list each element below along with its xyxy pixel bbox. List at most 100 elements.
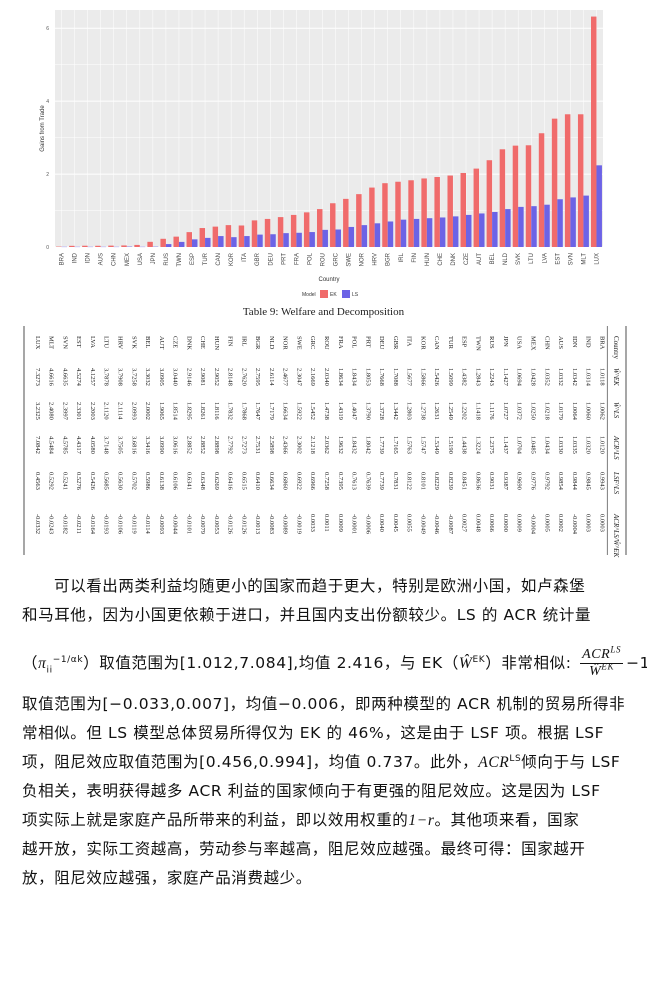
table-cell: -0.0164 [89,514,96,535]
bar-ls [583,195,589,247]
bar-ls [596,165,602,247]
table-cell: 1.5190 [447,436,454,454]
table-cell: USA [516,336,523,349]
table-cell: -0.0044 [172,514,179,535]
bar-ek [264,218,271,247]
table-cell: -0.0119 [130,514,137,534]
pi-subscript: ii [46,665,53,676]
table-cell: 1.0342 [571,368,578,386]
table-cell: JPN [502,336,509,347]
table-cell: BRA [598,336,605,350]
table-cell: BGR [254,336,261,350]
table-cell: 2.7792 [227,436,234,454]
table-cell: 1.7165 [392,436,399,454]
table-cell: -0.0193 [103,514,110,534]
bar-ls [192,239,198,247]
x-tick-label: TWN [177,253,183,267]
y-tick-label: 6 [46,26,49,32]
table-cell: 4.0580 [89,436,96,454]
table-cell: LUX [34,336,41,350]
text-fragment: 项，阻尼效应取值范围为[0.456,0.994]，均值 0.737。此外， [22,753,479,771]
x-tick-label: DEU [268,253,274,266]
bar-ek [577,114,584,247]
bar-ls [439,217,446,247]
table-cell: -0.0049 [419,514,426,534]
table-cell: 4.5484 [48,436,55,455]
table-cell: 1.4438 [461,436,468,454]
table-cell: 2.3301 [75,402,82,420]
x-tick-label: SVK [516,253,522,265]
bar-ek [290,214,297,247]
acr-superscript: LS [509,753,522,764]
table-cell: IDN [571,336,578,348]
table-header-cell: Ŵ^LS [612,402,620,419]
table-cell: 2.0340 [323,368,330,386]
table-cell: 2.7273 [240,436,247,454]
table-cell: 1.0060 [585,402,592,420]
x-tick-label: CHE [438,253,444,266]
x-tick-label: FIN [412,253,418,263]
table-cell: 0.6966 [309,472,316,491]
table-cell: 0.0033 [309,514,316,532]
table-cell: 0.9854 [557,472,564,491]
table-cell: 1.3790 [364,402,371,420]
table-cell: -0.0019 [295,514,302,534]
text-fragment: −1 [626,654,647,673]
paragraph-line-formula: （πii−1/αk）取值范围为[1.012,7.084],均值 2.416，与 … [22,630,647,690]
table-cell: 0.9844 [571,472,578,491]
table-cell: MEX [530,336,537,351]
table-cell: 0.4563 [34,472,41,490]
table-cell: 2.8148 [227,368,234,386]
table-cell: -0.0079 [199,514,206,534]
bar-ls [570,197,576,247]
table-cell: LTU [103,336,110,348]
table-cell: IRL [240,336,247,347]
bar-ls [322,229,328,247]
bar-ek [460,172,466,247]
numerator-text: ACR [582,647,611,663]
bar-ls [400,219,407,247]
table-cell: 0.6922 [295,472,302,490]
bar-ek [316,209,323,247]
table-cell: POL [351,336,358,348]
legend-swatch [342,290,350,298]
bar-ek [499,149,506,247]
bar-ek [473,168,480,247]
table-cell: 3.7878 [103,368,110,386]
bar-ls [544,204,550,247]
x-tick-label: LVA [542,253,548,263]
x-tick-label: PRT [281,253,287,265]
table-cell: AUT [158,336,165,349]
x-tick-label: SVN [568,253,574,265]
x-tick-label: MLT [581,253,587,265]
table-cell: 0.0040 [378,514,385,532]
paragraph-line: 可以看出两类利益均随更小的国家而趋于更大，特别是欧洲小国，如卢森堡 [54,577,586,595]
fraction-denominator: ŴEK [580,661,623,680]
denominator-superscript: EK [601,661,615,672]
table-cell: PRT [364,336,371,348]
table-cell: 0.6348 [199,472,206,490]
table-cell: 1.1418 [474,402,481,420]
table-cell: ITA [406,336,413,347]
table-cell: 2.3002 [295,436,302,454]
bar-ek [538,133,545,247]
table-cell: 0.0055 [406,514,413,532]
bar-ek [238,225,245,247]
x-tick-label: HUN [425,253,431,266]
table-cell: 1.8514 [172,402,179,421]
table-cell: 0.9943 [598,472,605,490]
table-cell: NLD [268,336,275,350]
table-cell: 1.5763 [406,436,413,454]
bar-ls [505,209,511,247]
table-cell: 0.0011 [323,514,330,532]
table-cell: NOR [282,336,289,350]
x-tick-label: POL [307,252,313,265]
x-tick-label: USA [138,253,144,265]
table-cell: SVN [61,336,68,349]
x-tick-label: DNK [451,253,457,266]
table-cell: 1.7832 [227,402,234,420]
x-tick-label: CAN [216,253,222,266]
table-cell: CHE [199,336,206,349]
y-tick-label: 2 [46,172,49,178]
table-cell: 0.5685 [103,472,110,490]
